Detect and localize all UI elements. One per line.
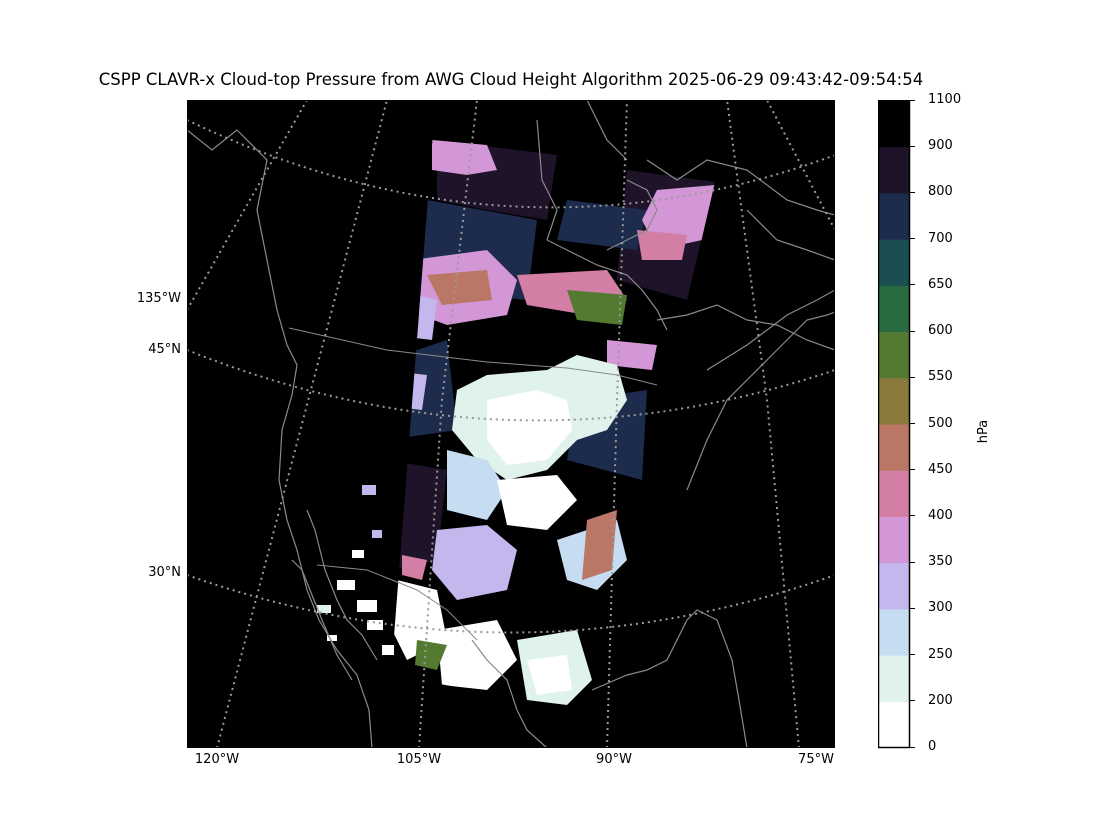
- colorbar-tick-mark: [910, 746, 915, 748]
- colorbar-bin-650-700: [878, 239, 910, 286]
- scattered-clouds: [317, 485, 394, 655]
- colorbar-tick-mark: [910, 145, 915, 147]
- lat-label-30n: 30°N: [148, 565, 181, 580]
- colorbar-tick-label: 300: [928, 600, 953, 616]
- colorbar-tick-label: 350: [928, 554, 953, 570]
- map-panel: [187, 100, 835, 748]
- lat-label-45n: 45°N: [148, 342, 181, 357]
- colorbar-tick-label: 700: [928, 230, 953, 246]
- colorbar-bin-700-800: [878, 192, 910, 240]
- country-borders: [288, 327, 658, 641]
- colorbar-tick-label: 800: [928, 184, 953, 200]
- lon-label-120w: 120°W: [194, 752, 240, 767]
- colorbar-tick-mark: [910, 469, 915, 471]
- colorbar-bin-400-450: [878, 470, 910, 517]
- colorbar-tick-mark: [910, 376, 915, 378]
- coastlines: [187, 100, 835, 748]
- colorbar-tick-mark: [910, 423, 915, 424]
- colorbar-tick-mark: [910, 99, 915, 101]
- colorbar-tick-mark: [910, 330, 915, 332]
- colorbar-bin-550-600: [878, 331, 910, 379]
- colorbar-bin-300-350: [878, 562, 910, 610]
- lon-label-75w: 75°W: [798, 752, 834, 767]
- colorbar-tick-label: 900: [928, 138, 953, 154]
- colorbar-tick-mark: [910, 654, 915, 656]
- lon-label-90w: 90°W: [596, 752, 632, 767]
- colorbar-unit-label: hPa: [976, 419, 992, 444]
- colorbar-tick-label: 650: [928, 276, 953, 292]
- colorbar-tick-label: 400: [928, 507, 953, 523]
- colorbar-bin-900-1100: [878, 100, 910, 148]
- colorbar-tick-mark: [910, 284, 915, 286]
- colorbar: [878, 100, 911, 749]
- colorbar-tick-mark: [910, 607, 915, 609]
- colorbar-bin-450-500: [878, 424, 910, 471]
- colorbar-tick-label: 0: [928, 739, 937, 754]
- colorbar-bin-250-300: [878, 608, 910, 656]
- colorbar-tick-label: 500: [928, 415, 953, 431]
- colorbar-bin-800-900: [878, 146, 910, 194]
- colorbar-bin-0-200: [878, 701, 910, 748]
- colorbar-tick-label: 550: [928, 369, 953, 385]
- lon-label-135w: 135°W: [136, 291, 181, 306]
- lon-label-105w: 105°W: [396, 752, 442, 767]
- colorbar-tick-label: 250: [928, 646, 953, 662]
- colorbar-tick-label: 600: [928, 323, 953, 339]
- colorbar-bin-350-400: [878, 516, 910, 564]
- graticule: [187, 100, 835, 748]
- cloud-pressure-swath: [391, 133, 715, 712]
- colorbar-tick-label: 450: [928, 461, 953, 477]
- colorbar-tick-mark: [910, 238, 915, 240]
- colorbar-tick-mark: [910, 700, 915, 702]
- chart-title: CSPP CLAVR-x Cloud-top Pressure from AWG…: [98, 70, 924, 89]
- colorbar-tick-mark: [910, 191, 915, 193]
- colorbar-bin-600-650: [878, 285, 910, 333]
- colorbar-tick-label: 1100: [928, 92, 962, 107]
- colorbar-tick-mark: [910, 515, 915, 517]
- colorbar-tick-label: 200: [928, 692, 953, 708]
- colorbar-bin-200-250: [878, 655, 910, 702]
- colorbar-bin-500-550: [878, 377, 910, 425]
- colorbar-tick-mark: [910, 561, 915, 563]
